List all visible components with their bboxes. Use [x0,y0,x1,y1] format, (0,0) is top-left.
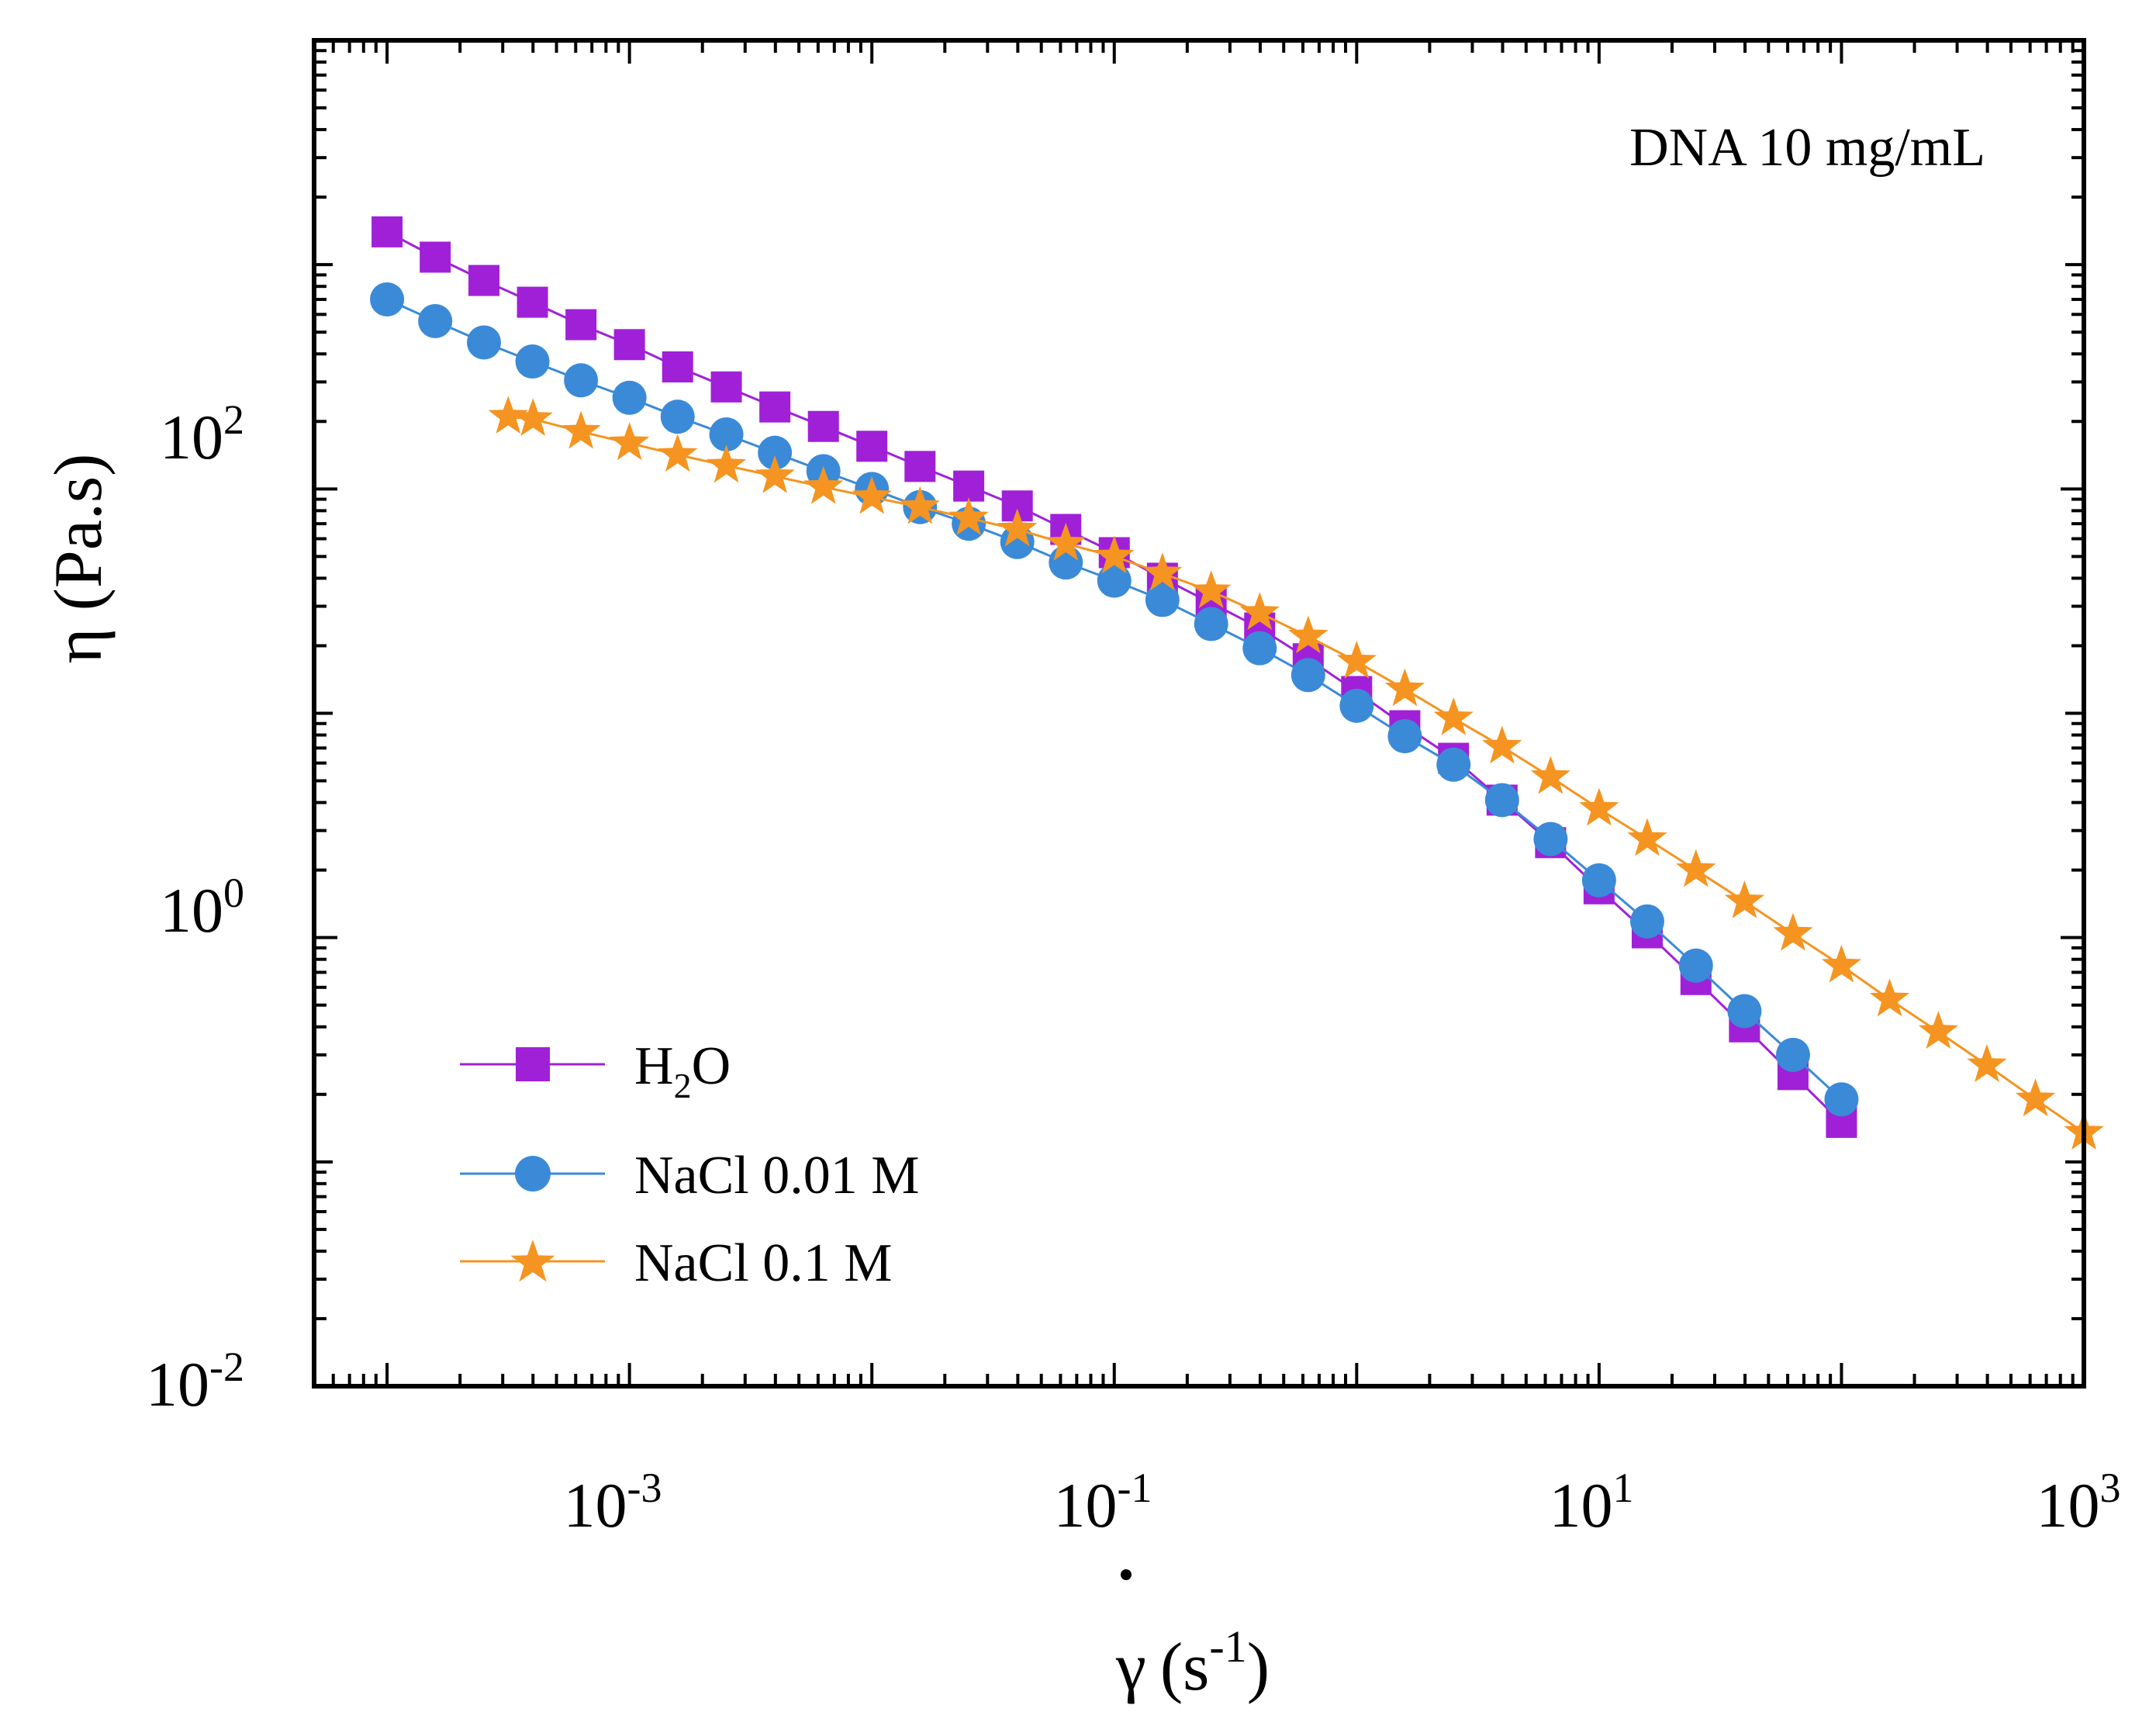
data-point-nacl-001 [564,363,599,398]
data-point-nacl-01 [513,398,553,436]
data-point-nacl-01 [997,508,1038,547]
data-point-nacl-001 [758,435,793,470]
x-axis-label: γ (s-1) [1115,1621,1270,1705]
data-point-nacl-001 [612,380,647,415]
data-point-nacl-001 [1581,863,1616,898]
data-point-h2o [517,286,548,318]
data-point-h2o [371,216,403,247]
data-point-nacl-01 [1627,818,1667,856]
data-point-nacl-01 [1967,1044,2007,1082]
data-point-nacl-001 [1097,563,1132,598]
data-point-h2o [565,309,597,341]
data-point-h2o [904,451,936,482]
data-point-nacl-01 [2015,1078,2056,1117]
data-point-nacl-01 [1239,592,1280,630]
data-point-nacl-001 [660,399,695,434]
data-point-nacl-01 [1821,944,1862,983]
data-point-nacl-01 [948,497,989,535]
data-point-nacl-01 [1288,615,1328,654]
data-point-nacl-01 [803,465,844,504]
data-point-h2o [856,431,888,462]
data-point-nacl-001 [1242,631,1277,666]
data-point-h2o [759,391,791,423]
plot-frame [312,38,2086,1389]
x-tick-label: 103 [2037,1465,2121,1541]
x-tick-label: 10-1 [1054,1465,1152,1541]
data-point-nacl-001 [1387,719,1422,754]
data-point-nacl-01 [1384,668,1425,707]
data-point-nacl-001 [1484,783,1519,818]
x-tick-label: 101 [1550,1465,1634,1541]
data-point-nacl-01 [1773,912,1813,951]
data-point-h2o [613,329,645,361]
data-point-nacl-001 [1824,1082,1859,1117]
data-point-nacl-001 [1533,821,1568,856]
data-point-nacl-001 [709,417,744,452]
data-point-nacl-001 [418,303,453,338]
data-point-nacl-01 [1530,756,1571,794]
y-tick-label: 10-2 [146,1344,244,1420]
x-tick-label: 10-3 [564,1465,662,1541]
data-point-nacl-01 [1918,1011,1958,1049]
data-point-nacl-01 [1579,787,1619,826]
data-point-nacl-001 [1629,904,1664,939]
data-point-nacl-01 [1869,978,1910,1017]
legend-marker-h2o [516,1047,550,1081]
data-point-nacl-01 [1724,880,1765,918]
data-point-nacl-001 [1436,747,1471,782]
legend: H2O NaCl 0.01 M NaCl 0.1 M [460,1036,920,1293]
data-point-nacl-01 [658,434,698,472]
data-point-nacl-01 [852,476,892,514]
data-point-nacl-01 [1482,725,1522,764]
y-tick-label: 100 [160,870,244,946]
data-series [370,216,2104,1150]
data-point-nacl-01 [1191,570,1232,608]
data-point-nacl-001 [1339,688,1374,723]
data-point-nacl-01 [1045,522,1086,561]
data-point-nacl-01 [1336,640,1377,679]
data-point-nacl-01 [488,396,528,434]
data-point-nacl-01 [1433,697,1474,735]
data-point-nacl-001 [1145,583,1180,617]
data-point-h2o [807,410,839,442]
data-point-h2o [710,371,742,403]
data-point-nacl-01 [561,410,601,449]
data-point-h2o [468,265,500,296]
data-point-nacl-001 [1727,994,1762,1029]
data-point-nacl-01 [1676,849,1716,887]
legend-label-h2o: H2O [634,1036,731,1105]
data-point-h2o [662,351,693,383]
y-tick-label: 102 [160,396,244,472]
data-point-nacl-001 [1194,607,1228,642]
data-point-nacl-01 [900,486,940,524]
data-point-nacl-001 [467,325,502,360]
data-point-nacl-001 [1678,948,1713,983]
data-point-nacl-001 [1290,658,1325,693]
y-axis-label: η (Pa.s) [41,454,116,664]
x-label-dot [1121,1569,1132,1580]
annotation-label: DNA 10 mg/mL [1629,118,1985,178]
legend-label-nacl-01: NaCl 0.1 M [634,1233,893,1293]
data-point-nacl-01 [610,422,650,461]
data-point-nacl-001 [1775,1037,1810,1072]
data-point-h2o [420,241,451,273]
data-point-nacl-01 [1094,535,1135,574]
legend-marker-nacl-001 [515,1156,551,1191]
legend-marker-nacl-01 [510,1240,555,1282]
data-point-nacl-001 [370,282,405,316]
legend-label-nacl-001: NaCl 0.01 M [634,1146,920,1205]
data-point-nacl-01 [1142,552,1183,591]
data-point-nacl-01 [706,444,747,483]
data-point-nacl-01 [755,455,795,493]
series-line-nacl-01 [508,415,2085,1134]
data-point-nacl-001 [515,344,550,379]
series-nacl-01 [488,396,2104,1150]
data-point-h2o [953,470,985,502]
